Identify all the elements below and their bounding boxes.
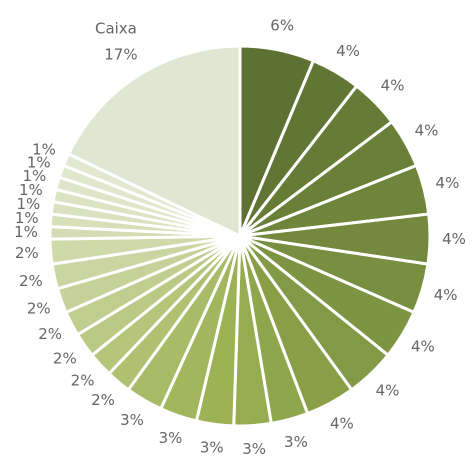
- value-label: 17%: [104, 45, 137, 63]
- value-label: 1%: [15, 209, 39, 227]
- value-label: 3%: [120, 411, 144, 429]
- value-label: 3%: [242, 440, 266, 458]
- value-label: 4%: [436, 174, 460, 192]
- value-label: 2%: [91, 391, 115, 409]
- value-label: 6%: [270, 17, 294, 35]
- value-label: 4%: [442, 230, 466, 248]
- value-label: 2%: [19, 272, 43, 290]
- value-label: 2%: [38, 325, 62, 343]
- value-label: 2%: [53, 349, 77, 367]
- slice-name: Caixa: [95, 19, 137, 37]
- value-label: 4%: [330, 415, 354, 433]
- value-label: 1%: [19, 181, 43, 199]
- value-label: 4%: [376, 382, 400, 400]
- value-label: 2%: [27, 299, 51, 317]
- value-label: 4%: [336, 42, 360, 60]
- value-label: 2%: [71, 371, 95, 389]
- value-label: 2%: [15, 244, 39, 262]
- value-label: 3%: [200, 439, 224, 457]
- pie-slice: [66, 44, 242, 239]
- value-label: 4%: [434, 286, 458, 304]
- value-label: 4%: [381, 76, 405, 94]
- value-label: 1%: [32, 141, 56, 159]
- value-label: 1%: [16, 195, 40, 213]
- value-label: 3%: [284, 433, 308, 451]
- value-label: 1%: [23, 167, 47, 185]
- value-label: 4%: [411, 338, 435, 356]
- value-label: 4%: [415, 122, 439, 140]
- value-label: 1%: [14, 223, 38, 241]
- value-label: 1%: [27, 154, 51, 172]
- value-label: 3%: [159, 429, 183, 447]
